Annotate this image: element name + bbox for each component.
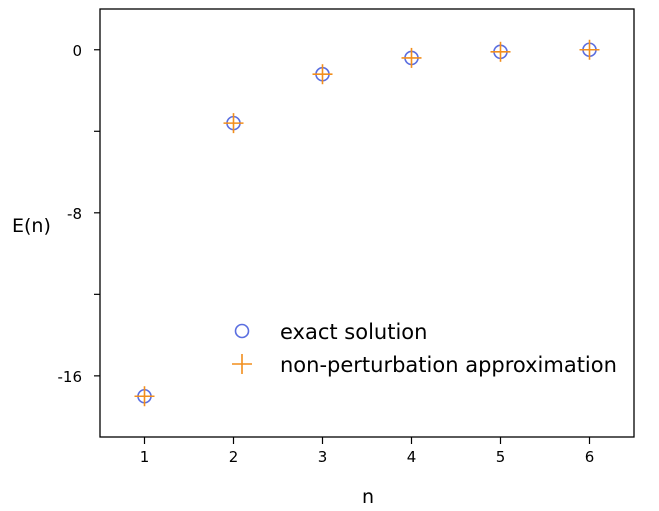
legend-label-non-perturbation-approximation: non-perturbation approximation: [280, 353, 617, 377]
x-axis-ticks: 1 2 3 4 5 6: [140, 437, 595, 466]
y-tick-label: -16: [58, 368, 83, 386]
x-tick-label: 3: [318, 448, 328, 466]
legend: exact solution non-perturbation approxim…: [232, 320, 617, 377]
y-tick-label: 0: [72, 42, 82, 60]
plot-frame: [99, 8, 635, 438]
point-non-perturbation-approximation: [401, 47, 422, 68]
point-non-perturbation-approximation: [579, 39, 600, 60]
point-non-perturbation-approximation: [134, 386, 155, 407]
x-tick-label: 6: [585, 448, 595, 466]
x-tick-label: 4: [407, 448, 417, 466]
legend-marker-exact-solution: [234, 323, 250, 339]
data-points: [134, 39, 600, 407]
x-axis-title: n: [362, 486, 374, 508]
x-tick-label: 1: [140, 448, 150, 466]
x-tick-label: 5: [496, 448, 506, 466]
point-non-perturbation-approximation: [490, 41, 511, 62]
y-tick-label: -8: [67, 205, 82, 223]
y-axis-ticks: -16 -8 0: [58, 42, 100, 386]
x-tick-label: 2: [229, 448, 239, 466]
legend-label-exact-solution: exact solution: [280, 320, 427, 344]
y-axis-title: E(n): [12, 215, 51, 237]
point-non-perturbation-approximation: [223, 113, 244, 134]
point-non-perturbation-approximation: [312, 64, 333, 85]
